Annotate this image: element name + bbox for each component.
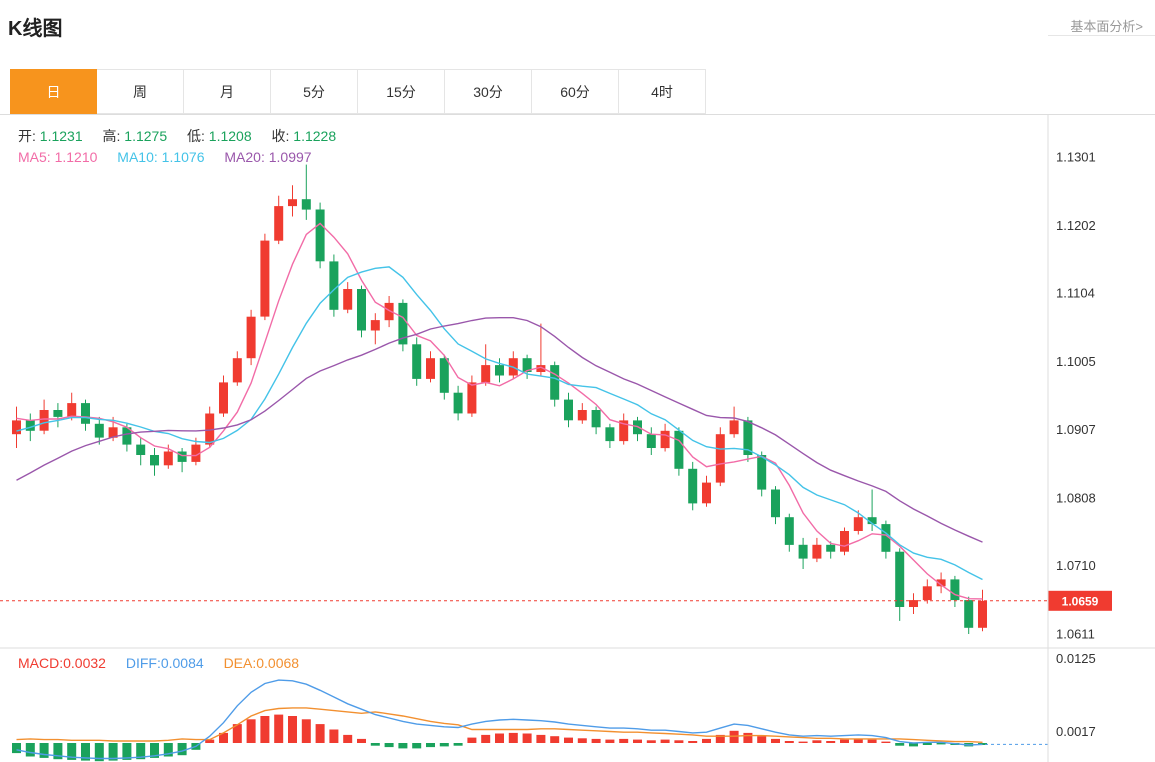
ohlc-legend: 开: 1.1231 高: 1.1275 低: 1.1208 收: 1.1228 [18,126,352,146]
tab-30min[interactable]: 30分 [445,69,532,114]
diff-value: 0.0084 [160,655,204,671]
macd-legend: MACD:0.0032 DIFF:0.0084 DEA:0.0068 [18,655,315,671]
ma5-value: 1.1210 [54,149,98,165]
close-label: 收: [271,128,290,144]
open-value: 1.1231 [39,128,83,144]
tab-day[interactable]: 日 [10,69,97,114]
svg-text:1.0907: 1.0907 [1056,422,1096,437]
period-tabs: 日 周 月 5分 15分 30分 60分 4时 [10,69,706,114]
ma10-label: MA10: [117,149,158,165]
tab-month[interactable]: 月 [184,69,271,114]
macd-lines [16,679,1048,760]
svg-text:1.1005: 1.1005 [1056,354,1096,369]
ma20-line [16,316,983,543]
svg-text:1.1104: 1.1104 [1056,286,1095,301]
current-price-badge-text: 1.0659 [1062,594,1099,608]
kline-chart-canvas[interactable]: 1.1301 1.1202 1.1104 1.1005 1.0907 1.0808 1.07… [0,115,1155,762]
diff-label: DIFF: [125,655,161,671]
ma-legend: MA5: 1.1210 MA10: 1.1076 MA20: 1.0997 [18,149,328,165]
svg-text:1.1301: 1.1301 [1056,150,1096,165]
ma5-label: MA5: [18,149,51,165]
high-label: 高: [102,128,121,144]
tab-4hour[interactable]: 4时 [619,69,706,114]
ma10-value: 1.1076 [161,149,205,165]
tab-week[interactable]: 周 [97,69,184,114]
tab-5min[interactable]: 5分 [271,69,358,114]
current-price-badge [1048,590,1112,611]
svg-text:1.0710: 1.0710 [1056,558,1096,573]
high-value: 1.1275 [124,128,168,144]
period-tabbar: 日 周 月 5分 15分 30分 60分 4时 [0,69,1155,115]
ma20-value: 1.0997 [268,149,312,165]
svg-text:1.1202: 1.1202 [1056,218,1096,233]
dea-value: 0.0068 [256,655,300,671]
svg-text:0.0125: 0.0125 [1056,651,1096,666]
macd-histogram [12,714,987,762]
svg-text:0.0017: 0.0017 [1056,724,1096,739]
page-title: K线图 [8,18,63,40]
y-axis-labels: 1.1301 1.1202 1.1104 1.1005 1.0907 1.0808 1.07… [1056,150,1096,740]
close-value: 1.1228 [293,128,337,144]
candles-layer [12,164,987,634]
ma20-label: MA20: [224,149,265,165]
header-divider [1048,35,1155,36]
svg-text:1.0611: 1.0611 [1056,627,1095,642]
macd-label: MACD: [18,655,64,671]
ma10-line [16,266,983,581]
ma5-line [16,222,983,600]
svg-text:1.0808: 1.0808 [1056,490,1096,505]
macd-value: 0.0032 [63,655,106,671]
dea-line [16,707,983,743]
low-label: 低: [187,128,205,144]
dea-label: DEA: [223,655,257,671]
tab-60min[interactable]: 60分 [532,69,619,114]
open-label: 开: [18,128,36,144]
tab-15min[interactable]: 15分 [358,69,445,114]
ma-lines-layer [16,222,983,600]
fundamental-analysis-link[interactable]: 基本面分析> [1070,19,1143,34]
low-value: 1.1208 [208,128,252,144]
diff-line [16,679,983,760]
